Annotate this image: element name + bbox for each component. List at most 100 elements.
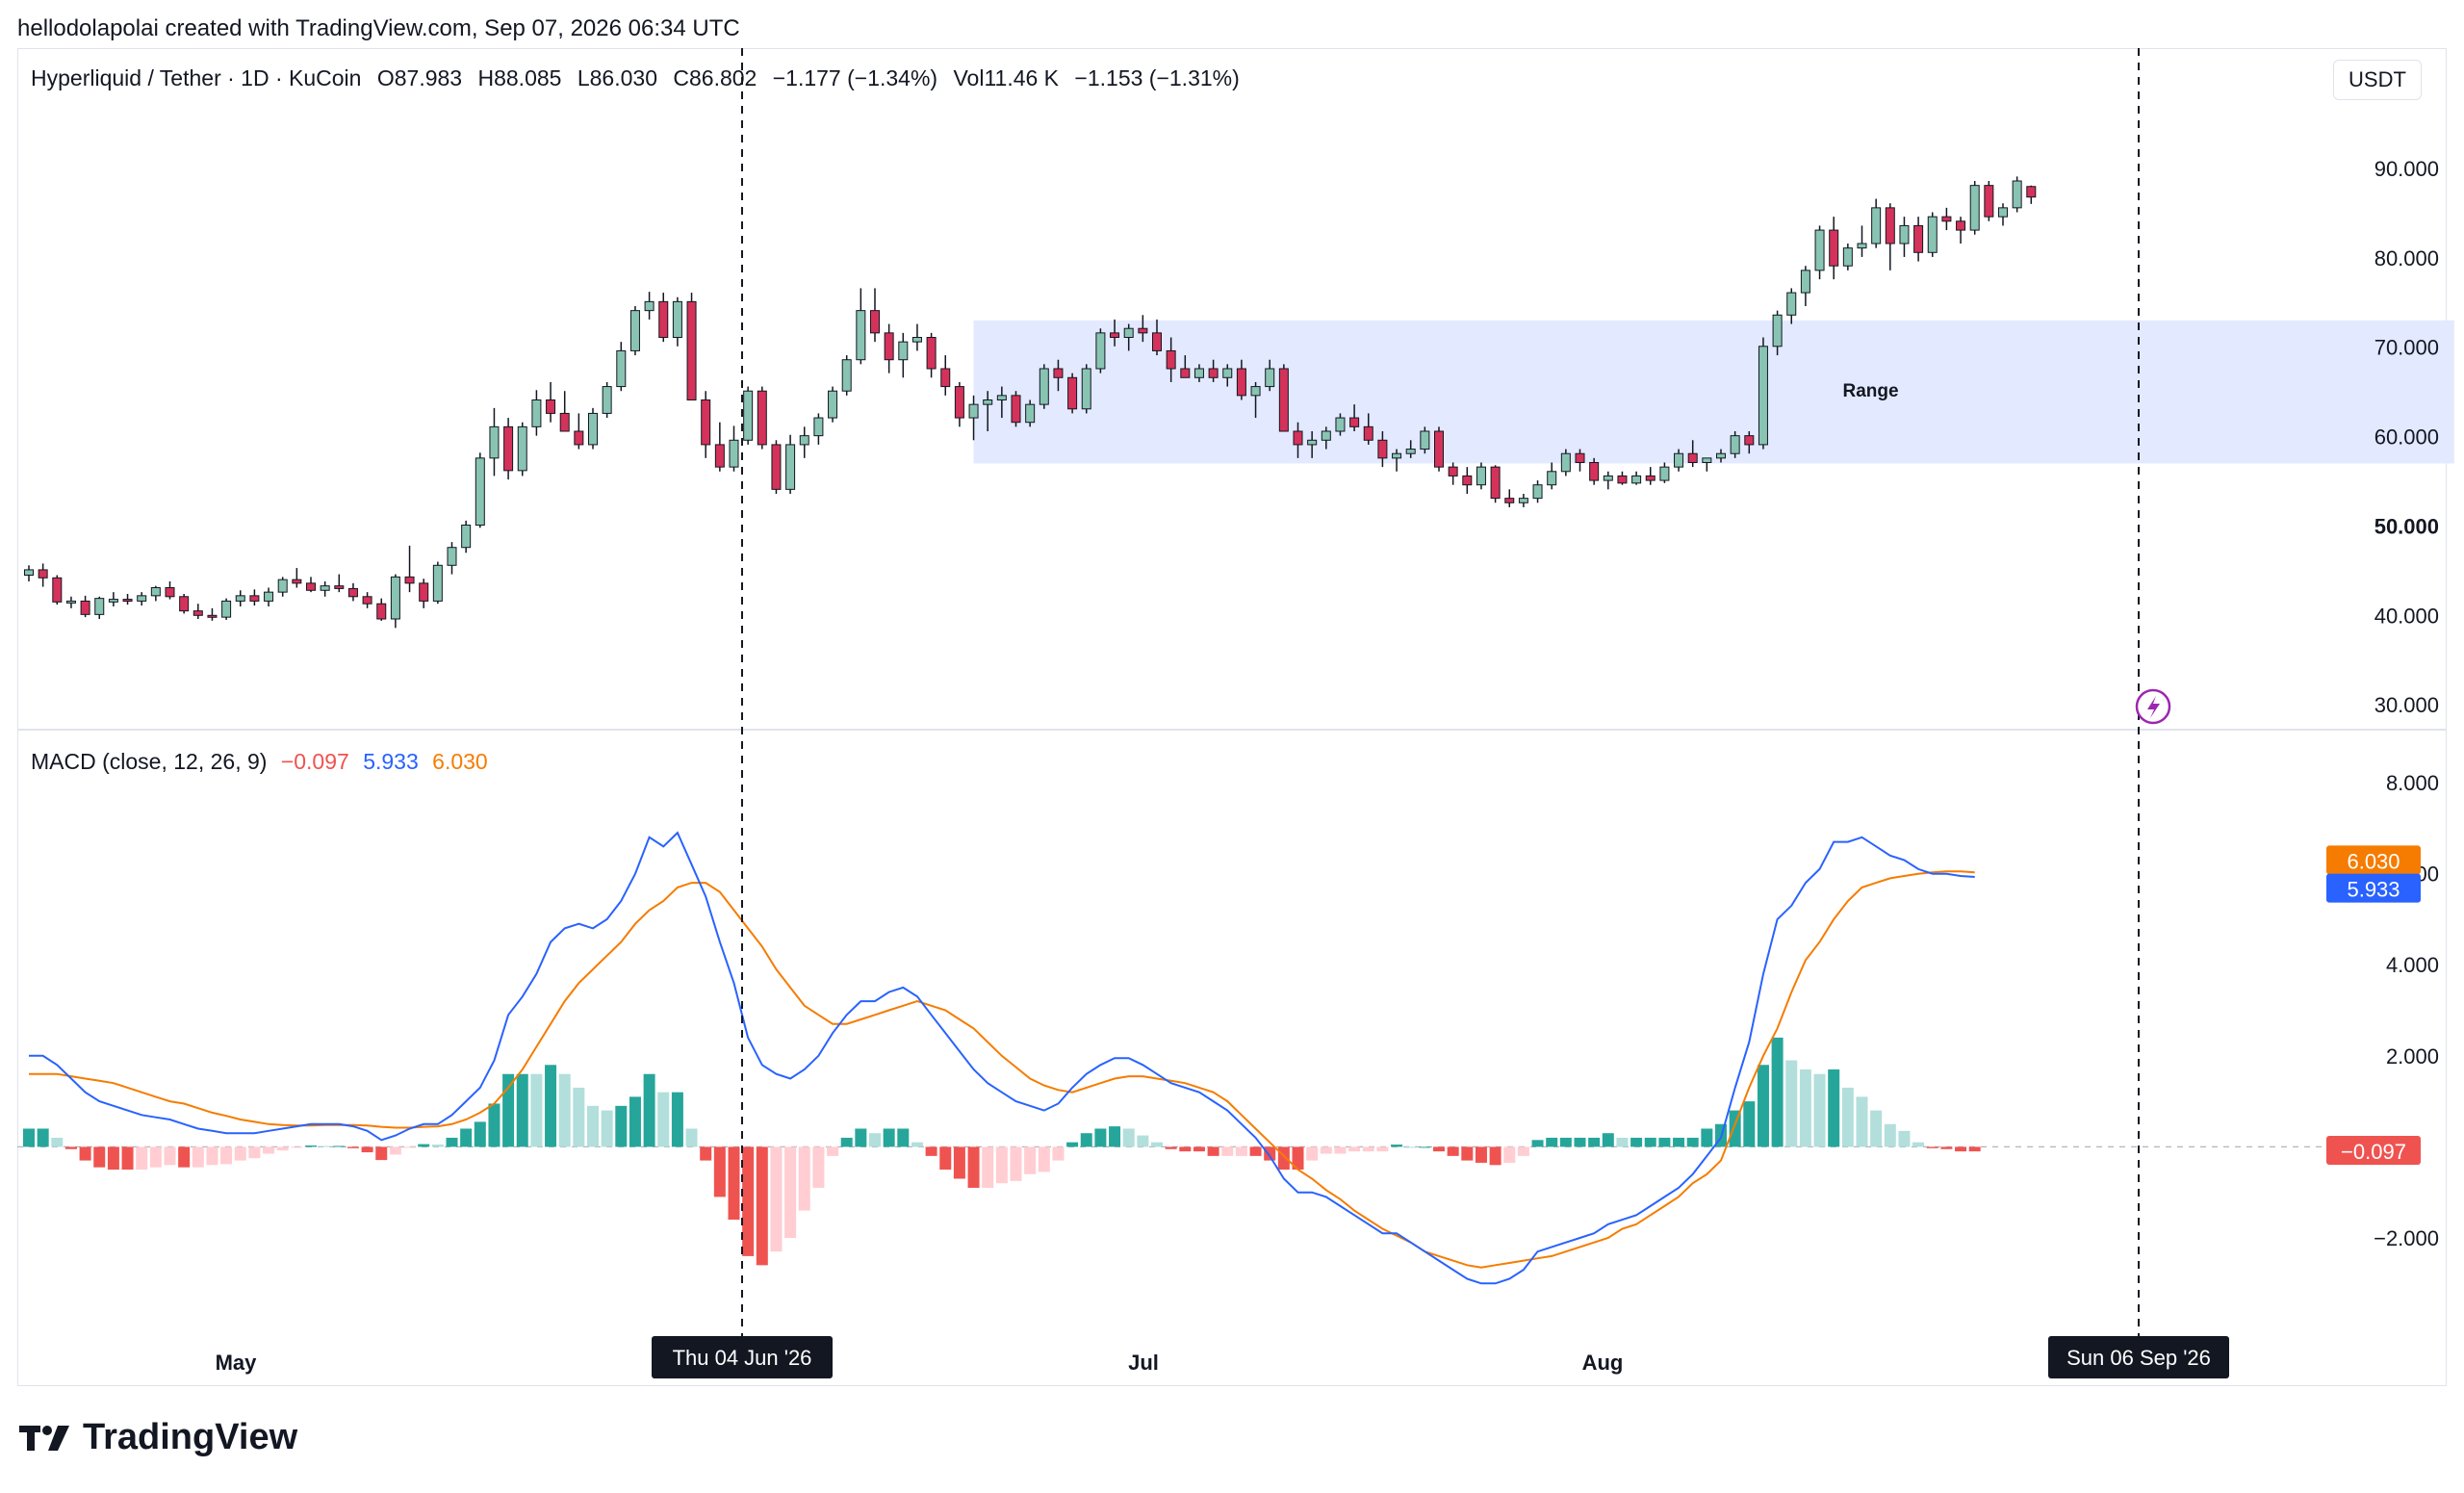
crosshair-date-bg (652, 1336, 833, 1378)
macd-histogram-bar (1531, 1140, 1544, 1147)
currency-button[interactable]: USDT (2333, 60, 2422, 100)
candle-body (771, 444, 782, 490)
time-axis-label: Jul (1128, 1351, 1159, 1375)
macd-histogram-bar (587, 1105, 599, 1147)
macd-histogram-bar (333, 1145, 346, 1147)
macd-histogram-bar (1376, 1146, 1389, 1152)
candle-body (1265, 368, 1275, 388)
candle-body (616, 349, 627, 388)
macd-histogram-bar (79, 1146, 91, 1161)
candle-body (1236, 368, 1246, 397)
candle-body (1716, 452, 1726, 459)
macd-histogram-bar (953, 1146, 965, 1179)
candle-body (1617, 475, 1628, 484)
macd-histogram-bar (1447, 1146, 1459, 1156)
candle-body (1674, 452, 1684, 468)
macd-histogram-bar (431, 1145, 444, 1147)
macd-histogram-bar (939, 1146, 952, 1171)
tradingview-logo: TradingView (19, 1417, 297, 1458)
candle-body (1575, 452, 1585, 464)
candle-body (940, 368, 951, 388)
chart-frame (17, 48, 2447, 1386)
candle-body (1702, 457, 1712, 464)
candle-body (65, 600, 76, 604)
macd-histogram-bar (685, 1128, 698, 1147)
price-legend: Hyperliquid / Tether · 1D · KuCoin O87.9… (31, 65, 1249, 91)
candle-body (1180, 368, 1191, 378)
candle-body (1053, 368, 1064, 378)
candle-body (1786, 292, 1797, 316)
candle-body (1899, 224, 1910, 245)
macd-histogram-bar (1362, 1146, 1374, 1152)
macd-histogram-bar (1475, 1146, 1487, 1163)
macd-histogram-bar (502, 1073, 515, 1147)
macd-histogram-bar (1320, 1146, 1332, 1154)
candle-body (432, 564, 443, 602)
signal-value-tag-bg (2326, 845, 2421, 875)
candle-body (629, 310, 640, 351)
macd-histogram-bar (827, 1146, 839, 1156)
macd-histogram-bar (629, 1096, 641, 1147)
macd-histogram-bar (488, 1103, 500, 1147)
candle-body (362, 596, 372, 605)
macd-histogram-bar (1771, 1037, 1784, 1147)
candle-body (1222, 368, 1233, 378)
macd-histogram-bar (545, 1065, 557, 1147)
candle-body (1659, 466, 1670, 481)
macd-histogram-bar (671, 1092, 683, 1147)
candle-body (221, 600, 232, 618)
macd-axis-tick: −2.000 (2374, 1226, 2439, 1250)
macd-line (29, 831, 1975, 1285)
candle-body (1208, 368, 1219, 378)
candle-body (2012, 180, 2022, 209)
legend-symbol: Hyperliquid / Tether · 1D · KuCoin (31, 65, 362, 90)
macd-histogram-bar (164, 1146, 176, 1166)
macd-histogram-bar (812, 1146, 825, 1188)
macd-histogram-bar (897, 1128, 910, 1147)
macd-histogram-bar (1940, 1146, 1953, 1149)
macd-histogram-bar (601, 1110, 613, 1147)
macd-histogram-bar (1165, 1146, 1177, 1149)
macd-histogram-bar (389, 1146, 401, 1155)
macd-histogram-bar (1010, 1146, 1022, 1181)
legend-volume-change: −1.153 (−1.31%) (1074, 65, 1240, 90)
macd-histogram-bar (107, 1146, 119, 1171)
macd-histogram-bar (1277, 1146, 1290, 1171)
macd-histogram-bar (1813, 1073, 1826, 1147)
macd-line-value: 5.933 (363, 749, 419, 774)
candle-body (1363, 425, 1373, 441)
macd-histogram-bar (1546, 1137, 1558, 1147)
macd-axis-tick: 2.000 (2386, 1044, 2439, 1068)
macd-histogram-bar (305, 1145, 317, 1147)
macd-histogram-bar (1644, 1137, 1656, 1147)
macd-histogram-bar (840, 1137, 853, 1147)
candle-body (150, 587, 161, 597)
macd-histogram-bar (558, 1073, 571, 1147)
candle-body (926, 337, 937, 370)
candle-body (320, 585, 330, 591)
macd-histogram-bar (121, 1146, 134, 1171)
macd-histogram-bar (1870, 1110, 1883, 1147)
candle-body (1377, 439, 1388, 459)
legend-volume: Vol11.46 K (953, 65, 1060, 90)
candle-body (841, 359, 852, 392)
macd-histogram-bar (1080, 1133, 1092, 1147)
macd-histogram-bar (319, 1145, 331, 1147)
candle-body (1814, 229, 1825, 271)
macd-histogram-bar (1757, 1065, 1769, 1147)
macd-histogram-bar (1673, 1137, 1685, 1147)
price-axis-tick: 70.000 (2374, 336, 2439, 360)
brand-name: TradingView (83, 1417, 298, 1457)
macd-histogram-bar (516, 1073, 528, 1147)
macd-histogram-bar (1630, 1137, 1643, 1147)
macd-histogram-bar (1559, 1137, 1572, 1147)
range-label: Range (1843, 381, 1899, 401)
legend-change: −1.177 (−1.34%) (772, 65, 938, 90)
candle-body (1462, 475, 1473, 486)
candle-body (1984, 185, 1994, 218)
price-axis-tick: 60.000 (2374, 425, 2439, 450)
macd-histogram-bar (1785, 1060, 1798, 1147)
macd-histogram-bar (995, 1146, 1008, 1184)
macd-histogram-bar (192, 1146, 204, 1168)
